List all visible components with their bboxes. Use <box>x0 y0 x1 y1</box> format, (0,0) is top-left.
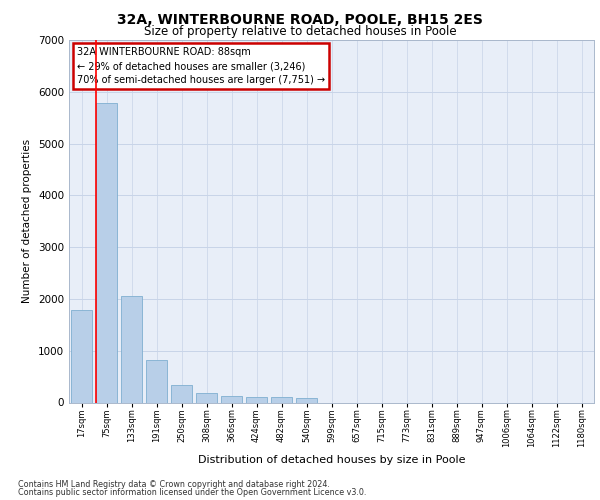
Text: Size of property relative to detached houses in Poole: Size of property relative to detached ho… <box>143 25 457 38</box>
Bar <box>296 398 317 402</box>
Bar <box>96 103 117 403</box>
Bar <box>196 392 217 402</box>
Bar <box>271 398 292 402</box>
Bar <box>146 360 167 403</box>
Text: Contains HM Land Registry data © Crown copyright and database right 2024.: Contains HM Land Registry data © Crown c… <box>18 480 330 489</box>
Bar <box>71 310 92 402</box>
X-axis label: Distribution of detached houses by size in Poole: Distribution of detached houses by size … <box>198 456 465 466</box>
Text: 32A, WINTERBOURNE ROAD, POOLE, BH15 2ES: 32A, WINTERBOURNE ROAD, POOLE, BH15 2ES <box>117 12 483 26</box>
Text: 32A WINTERBOURNE ROAD: 88sqm
← 29% of detached houses are smaller (3,246)
70% of: 32A WINTERBOURNE ROAD: 88sqm ← 29% of de… <box>77 48 325 86</box>
Bar <box>246 397 267 402</box>
Bar <box>121 296 142 403</box>
Y-axis label: Number of detached properties: Number of detached properties <box>22 139 32 304</box>
Text: Contains public sector information licensed under the Open Government Licence v3: Contains public sector information licen… <box>18 488 367 497</box>
Bar <box>221 396 242 402</box>
Bar <box>171 385 192 402</box>
